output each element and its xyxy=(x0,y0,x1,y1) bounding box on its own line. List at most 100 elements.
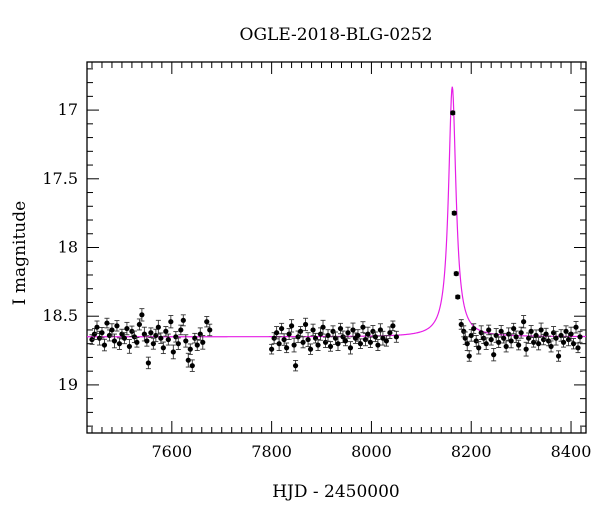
point-marker xyxy=(498,328,504,334)
point-marker xyxy=(355,332,361,339)
point-marker xyxy=(178,327,184,333)
data-point xyxy=(178,324,184,336)
data-point xyxy=(365,326,371,342)
point-marker xyxy=(533,332,539,339)
point-marker xyxy=(508,338,514,344)
data-point xyxy=(555,350,562,362)
data-point xyxy=(347,341,354,355)
data-point xyxy=(180,314,186,327)
data-point xyxy=(526,332,532,344)
data-point xyxy=(192,332,198,344)
point-marker xyxy=(276,341,282,347)
point-marker xyxy=(284,345,290,351)
point-marker xyxy=(286,331,292,337)
data-point xyxy=(114,320,120,332)
data-point xyxy=(281,333,287,346)
point-marker xyxy=(523,346,529,352)
plot-frame xyxy=(86,61,587,434)
data-point xyxy=(99,327,105,339)
point-marker xyxy=(94,324,100,330)
data-point xyxy=(570,338,577,350)
point-marker xyxy=(274,330,280,336)
point-marker xyxy=(471,325,477,332)
point-marker xyxy=(300,339,306,345)
point-marker xyxy=(521,319,527,325)
data-point xyxy=(350,322,356,338)
point-marker xyxy=(158,335,164,341)
data-point xyxy=(533,329,539,342)
data-point xyxy=(568,326,574,342)
point-marker xyxy=(109,327,115,333)
point-marker xyxy=(134,339,140,345)
point-marker xyxy=(370,328,376,334)
point-marker xyxy=(563,328,569,334)
data-point xyxy=(116,337,123,350)
point-marker xyxy=(367,339,374,345)
data-point xyxy=(144,335,150,347)
point-marker xyxy=(271,335,277,341)
point-marker xyxy=(106,332,113,339)
point-marker xyxy=(464,341,470,347)
point-marker xyxy=(91,331,98,337)
point-marker xyxy=(535,341,542,347)
data-point xyxy=(124,321,130,336)
data-point xyxy=(145,356,151,370)
point-marker xyxy=(163,328,169,334)
point-marker xyxy=(387,330,393,336)
point-marker xyxy=(114,323,120,329)
point-marker xyxy=(548,343,554,350)
data-point xyxy=(168,315,174,329)
data-point xyxy=(558,329,564,342)
data-point xyxy=(153,328,159,343)
chart-title: OGLE-2018-BLG-0252 xyxy=(240,25,433,45)
data-point xyxy=(291,337,297,353)
point-marker xyxy=(145,360,151,366)
data-point xyxy=(126,339,133,354)
point-marker xyxy=(558,332,564,339)
point-marker xyxy=(320,324,326,330)
data-point xyxy=(297,326,304,337)
data-point xyxy=(327,341,334,352)
y-tick-label: 17.5 xyxy=(42,169,78,188)
point-marker xyxy=(330,328,336,334)
point-marker xyxy=(538,327,544,333)
data-point xyxy=(473,334,479,347)
point-marker xyxy=(194,342,200,348)
point-marker xyxy=(131,334,138,340)
y-tick-label: 18.5 xyxy=(42,306,78,325)
data-point xyxy=(337,322,344,335)
data-point xyxy=(468,329,474,342)
point-marker xyxy=(136,321,142,328)
point-marker xyxy=(543,331,549,337)
point-marker xyxy=(207,327,213,333)
data-point xyxy=(503,340,509,353)
x-tick-label: 7800 xyxy=(251,442,292,461)
point-marker xyxy=(511,325,517,332)
data-point xyxy=(279,322,285,335)
data-point xyxy=(387,326,393,339)
data-point xyxy=(466,350,472,362)
data-point xyxy=(560,337,567,348)
data-point xyxy=(173,331,179,343)
point-marker xyxy=(204,319,210,325)
point-marker xyxy=(139,312,145,318)
data-point xyxy=(139,308,145,322)
point-marker xyxy=(111,338,118,344)
data-point xyxy=(451,210,457,216)
point-marker xyxy=(180,317,186,323)
data-point xyxy=(111,333,118,349)
data-point xyxy=(563,325,569,338)
data-point xyxy=(523,341,529,357)
data-point xyxy=(307,343,314,355)
data-point xyxy=(553,330,559,346)
point-marker xyxy=(560,339,567,345)
point-marker xyxy=(281,336,287,343)
data-point xyxy=(375,339,381,352)
y-tick-label: 17 xyxy=(58,100,78,119)
data-point xyxy=(292,359,299,372)
point-marker xyxy=(307,346,314,352)
data-point xyxy=(325,329,331,342)
point-marker xyxy=(327,343,334,350)
data-point xyxy=(330,325,336,338)
point-marker xyxy=(335,341,341,347)
